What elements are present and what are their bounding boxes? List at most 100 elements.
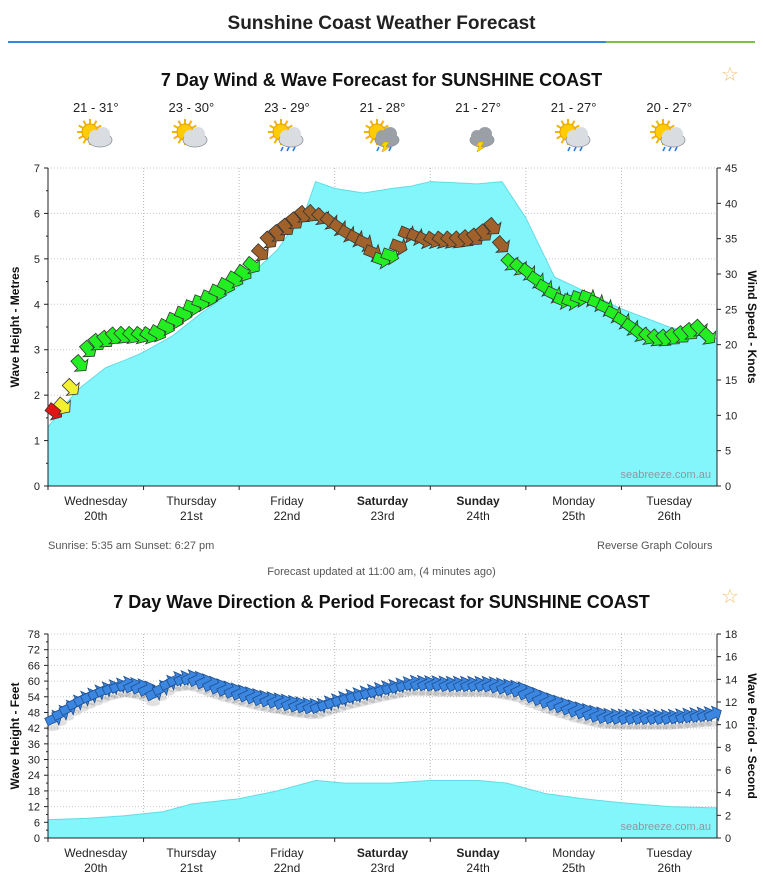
arrow-shadow (647, 723, 662, 730)
arrow-shadow (690, 721, 705, 728)
arrow-shadow (475, 691, 490, 697)
wind-arrow (53, 396, 71, 415)
x-day-label: Sunday (456, 494, 500, 508)
title-rule-green (606, 41, 755, 43)
x-date-label: 22nd (274, 861, 301, 875)
y-left-tick-label: 0 (34, 481, 40, 493)
x-day-label: Thursday (166, 494, 216, 508)
arrow-shadow (597, 722, 612, 729)
y-left-tick-label: 3 (34, 345, 40, 357)
y-left-tick-label: 5 (34, 254, 40, 266)
y-left-tick-label: 4 (34, 299, 40, 311)
arrow-shadow (339, 704, 354, 710)
y-left-tick-label: 30 (28, 755, 40, 767)
x-date-label: 20th (84, 509, 107, 523)
y-left-tick-label: 42 (28, 723, 40, 735)
arrow-shadow (167, 686, 182, 693)
y-axis-left-title: Wave Height - Metres (8, 266, 22, 387)
x-day-label: Wednesday (64, 494, 127, 508)
x-day-label: Friday (270, 846, 303, 860)
y-right-tick-label: 15 (725, 375, 737, 387)
favourite-star-icon-2[interactable]: ☆ (721, 586, 739, 608)
arrow-shadow (640, 723, 655, 730)
arrow-shadow (103, 694, 118, 701)
x-day-label: Saturday (357, 846, 409, 860)
y-right-tick-label: 30 (725, 269, 737, 281)
arrow-shadow (397, 691, 411, 698)
reverse-graph-colours-link[interactable]: Reverse Graph Colours (597, 540, 713, 552)
arrow-shadow (619, 723, 634, 730)
wave-chart-title: 7 Day Wave Direction & Period Forecast f… (113, 592, 650, 612)
y-left-tick-label: 0 (34, 833, 40, 845)
arrow-shadow (325, 708, 340, 715)
x-day-label: Tuesday (646, 494, 692, 508)
wind-arrow (233, 263, 252, 283)
arrow-shadow (669, 723, 684, 730)
arrow-shadow (332, 706, 347, 713)
arrow-shadow (626, 723, 641, 730)
y-left-tick-label: 2 (34, 390, 40, 402)
y-left-tick-label: 54 (28, 692, 40, 704)
y-right-tick-label: 14 (725, 674, 737, 686)
wind-arrow (380, 246, 400, 266)
x-day-label: Monday (552, 846, 595, 860)
y-right-tick-label: 45 (725, 163, 737, 175)
wind-arrow (483, 216, 502, 235)
favourite-star-icon[interactable]: ☆ (721, 64, 739, 86)
sun-cloud-rain-icon (267, 119, 304, 152)
partly-cloudy-sun-icon (172, 119, 208, 148)
day-temp-range: 23 - 29° (264, 100, 310, 115)
x-day-label: Friday (270, 494, 303, 508)
arrow-shadow (88, 699, 103, 706)
y-right-tick-label: 5 (725, 446, 731, 458)
arrow-shadow (404, 689, 419, 696)
arrow-shadow (296, 712, 311, 719)
arrow-shadow (96, 696, 110, 703)
arrow-shadow (633, 723, 648, 730)
x-day-label: Thursday (166, 846, 216, 860)
arrow-shadow (655, 723, 669, 730)
arrow-shadow (375, 695, 390, 702)
sun-cloud-rain-icon (650, 119, 686, 152)
sun-cloud-rain-icon (554, 119, 591, 152)
y-left-tick-label: 7 (34, 163, 40, 175)
y-right-tick-label: 35 (725, 234, 737, 246)
x-date-label: 21st (180, 861, 203, 875)
watermark: seabreeze.com.au (621, 469, 712, 481)
wind-arrow (250, 243, 269, 262)
arrow-shadow (146, 700, 161, 707)
y-right-tick-label: 2 (725, 810, 731, 822)
y-right-tick-label: 4 (725, 788, 731, 800)
x-date-label: 20th (84, 861, 107, 875)
partly-cloudy-sun-icon (76, 119, 113, 148)
wave-direction-arrow (703, 705, 722, 722)
arrow-shadow (311, 712, 325, 719)
day-temp-range: 21 - 27° (455, 100, 501, 115)
arrow-shadow (382, 694, 397, 701)
arrow-shadow (303, 713, 318, 720)
y-left-tick-label: 24 (28, 770, 40, 782)
arrow-shadow (368, 697, 383, 704)
y-right-tick-label: 16 (725, 652, 737, 664)
wave-height-area (47, 180, 718, 487)
x-date-label: 24th (466, 861, 489, 875)
day-temp-range: 21 - 31° (72, 100, 119, 115)
wave-height-area (47, 779, 718, 839)
day-temp-range: 23 - 30° (168, 100, 215, 115)
sun-cloud-storm-rain-icon (363, 119, 399, 152)
cloud-lightning-icon (469, 127, 495, 152)
x-date-label: 26th (658, 861, 681, 875)
y-right-tick-label: 0 (725, 481, 731, 493)
x-day-label: Monday (552, 494, 595, 508)
y-left-tick-label: 1 (34, 436, 40, 448)
arrow-shadow (81, 702, 96, 709)
arrow-shadow (389, 692, 404, 699)
y-left-tick-label: 48 (28, 707, 40, 719)
arrow-shadow (411, 690, 426, 697)
x-date-label: 25th (562, 861, 585, 875)
arrow-shadow (354, 700, 368, 707)
watermark: seabreeze.com.au (621, 821, 712, 833)
x-date-label: 21st (180, 509, 203, 523)
day-temp-range: 20 - 27° (646, 100, 693, 115)
x-date-label: 25th (562, 509, 585, 523)
